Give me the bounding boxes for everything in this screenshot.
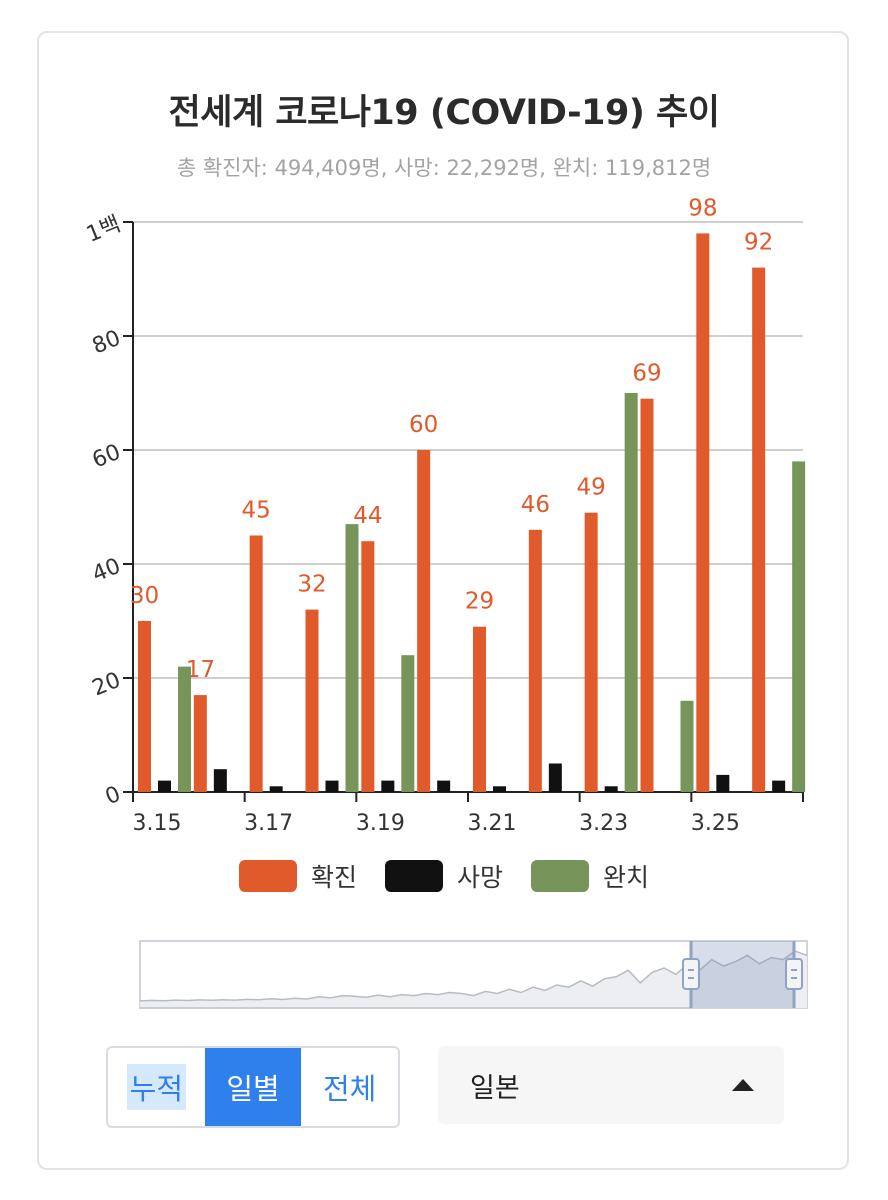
bar-recovered bbox=[401, 655, 415, 792]
bar-confirmed bbox=[138, 621, 151, 792]
bar-deaths bbox=[493, 786, 506, 792]
x-tick-label: 3.19 bbox=[356, 811, 405, 836]
data-label: 69 bbox=[632, 361, 661, 387]
data-label: 29 bbox=[465, 589, 494, 615]
bar-deaths bbox=[772, 780, 786, 792]
bar-confirmed bbox=[361, 541, 375, 792]
chart-subtitle: 총 확진자: 494,409명, 사망: 22,292명, 완치: 119,81… bbox=[176, 156, 712, 180]
bar-deaths bbox=[381, 780, 395, 792]
bar-deaths bbox=[437, 780, 451, 792]
legend-label-deaths: 사망 bbox=[456, 863, 503, 892]
bar-confirmed bbox=[249, 535, 263, 792]
toggle-all[interactable]: 전체 bbox=[322, 1072, 377, 1106]
bar-deaths bbox=[604, 786, 618, 792]
bar-confirmed bbox=[305, 609, 319, 792]
bar-confirmed bbox=[528, 529, 542, 792]
caret-up-icon bbox=[732, 1079, 754, 1091]
toggle-daily[interactable]: 일별 bbox=[204, 1048, 302, 1126]
bar-recovered bbox=[178, 666, 191, 792]
y-tick-label: 0 bbox=[102, 782, 124, 810]
view-toggle: 누적 일별 전체 bbox=[106, 1046, 400, 1128]
bar-confirmed bbox=[640, 398, 654, 792]
x-tick-label: 3.17 bbox=[244, 811, 293, 836]
toggle-cumulative-label: 누적 bbox=[126, 1064, 187, 1110]
bar-deaths bbox=[158, 780, 171, 792]
y-tick-label: 80 bbox=[89, 326, 124, 360]
data-label: 49 bbox=[577, 475, 606, 501]
x-tick-label: 3.23 bbox=[579, 811, 628, 836]
y-tick-label: 60 bbox=[89, 440, 124, 474]
country-select-value: 일본 bbox=[470, 1072, 520, 1104]
x-tick-label: 3.21 bbox=[468, 811, 517, 836]
toggle-cumulative[interactable]: 누적 bbox=[108, 1048, 205, 1126]
bar-confirmed bbox=[193, 695, 207, 792]
legend-swatch-confirmed bbox=[238, 860, 297, 892]
y-tick-label: 40 bbox=[89, 554, 124, 588]
data-label: 98 bbox=[688, 195, 717, 221]
bar-deaths bbox=[213, 769, 227, 792]
legend-item-confirmed[interactable]: 확진 bbox=[238, 858, 357, 894]
bar-deaths bbox=[548, 763, 562, 792]
bar-deaths bbox=[716, 774, 730, 792]
bar-confirmed bbox=[696, 233, 710, 792]
y-tick-label: 20 bbox=[89, 668, 124, 702]
bar-recovered bbox=[624, 393, 638, 792]
bar-recovered bbox=[680, 700, 694, 792]
data-label: 30 bbox=[130, 583, 159, 609]
legend-swatch-recovered bbox=[531, 860, 589, 892]
legend-swatch-deaths bbox=[384, 860, 443, 892]
y-tick-label: 1백 bbox=[83, 212, 124, 248]
bar-confirmed bbox=[417, 450, 431, 792]
legend-item-deaths[interactable]: 사망 bbox=[384, 858, 503, 894]
data-label: 60 bbox=[409, 412, 438, 438]
bar-confirmed bbox=[584, 512, 598, 792]
data-label: 45 bbox=[242, 498, 271, 524]
data-label: 92 bbox=[744, 230, 773, 256]
chart-title: 전세계 코로나19 (COVID-19) 추이 bbox=[168, 93, 720, 133]
x-tick-label: 3.25 bbox=[691, 811, 740, 836]
legend-item-recovered[interactable]: 완치 bbox=[531, 858, 649, 894]
country-select[interactable]: 일본 bbox=[438, 1046, 784, 1124]
bar-recovered bbox=[792, 461, 806, 792]
legend-label-confirmed: 확진 bbox=[310, 863, 357, 892]
data-label: 32 bbox=[297, 572, 326, 598]
legend: 확진 사망 완치 bbox=[0, 858, 888, 894]
data-label: 46 bbox=[521, 492, 550, 518]
bar-deaths bbox=[269, 786, 283, 792]
legend-label-recovered: 완치 bbox=[603, 863, 650, 892]
x-tick-label: 3.15 bbox=[133, 811, 182, 836]
bar-deaths bbox=[325, 780, 339, 792]
bar-recovered bbox=[345, 524, 359, 792]
bar-confirmed bbox=[752, 267, 766, 793]
bar-confirmed bbox=[473, 626, 486, 792]
